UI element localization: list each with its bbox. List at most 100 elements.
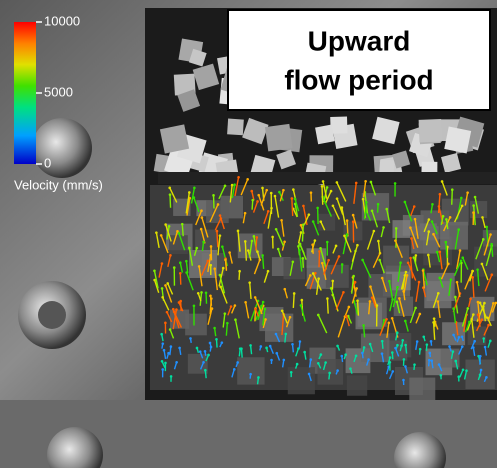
vector-head <box>197 292 200 295</box>
vector-head <box>346 219 349 222</box>
vector-head <box>364 180 367 183</box>
vector-head <box>300 231 303 234</box>
vector-head <box>409 257 412 260</box>
vector-head <box>275 352 278 355</box>
vector-head <box>394 182 397 185</box>
vector-head <box>170 345 173 348</box>
vector-head <box>189 337 192 340</box>
vector-head <box>312 272 315 275</box>
vector-head <box>436 251 439 254</box>
vector-head <box>161 262 164 265</box>
vector-head <box>355 182 358 185</box>
vector-head <box>256 250 259 253</box>
vector-head <box>342 291 345 294</box>
vector-head <box>200 291 203 294</box>
vector-head <box>308 213 311 216</box>
vector-head <box>319 247 322 250</box>
vector-head <box>301 299 304 302</box>
vector-head <box>442 215 445 218</box>
vector-head <box>163 349 166 352</box>
vector-head <box>202 241 205 244</box>
vector-head <box>238 270 241 273</box>
vector <box>293 293 294 307</box>
vector-head <box>269 345 272 348</box>
vector-head <box>219 234 222 237</box>
vector-head <box>290 371 293 374</box>
vector-head <box>221 245 224 248</box>
vector-head <box>430 340 433 343</box>
vector-head <box>179 261 182 264</box>
vector-head <box>422 269 425 272</box>
vector-head <box>193 304 196 307</box>
vector-head <box>396 331 399 334</box>
vector <box>170 347 171 356</box>
vector-head <box>431 203 434 206</box>
vector <box>252 200 253 210</box>
mesh <box>158 172 497 184</box>
cube <box>315 125 335 145</box>
vector-head <box>195 247 198 250</box>
cube <box>169 235 188 254</box>
vector-head <box>222 267 225 270</box>
vector <box>292 198 293 216</box>
vector-head <box>466 191 469 194</box>
vector-head <box>289 316 292 319</box>
vector-head <box>196 347 199 350</box>
vector-head <box>367 358 370 361</box>
vector-head <box>302 205 305 208</box>
vector-head <box>309 274 312 277</box>
vector-head <box>437 292 440 295</box>
vector-head <box>472 211 475 214</box>
vector-head <box>249 373 252 376</box>
vector-head <box>355 287 358 290</box>
vector-head <box>291 197 294 200</box>
vector-head <box>327 259 330 262</box>
vector-head <box>336 181 339 184</box>
vector-head <box>330 190 333 193</box>
vector-head <box>262 301 265 304</box>
vector-head <box>277 248 280 251</box>
vector-head <box>483 302 486 305</box>
vector-head <box>471 276 474 279</box>
cube <box>419 119 442 142</box>
vector-head <box>345 315 348 318</box>
vector-head <box>476 268 479 271</box>
vector-head <box>470 318 473 321</box>
colorbar <box>14 22 36 164</box>
vector-head <box>369 343 372 346</box>
vector-head <box>410 237 413 240</box>
vector-head <box>299 340 302 343</box>
vector-head <box>261 187 264 190</box>
vector-head <box>217 203 220 206</box>
vector-head <box>461 204 464 207</box>
vector-head <box>484 346 487 349</box>
vector-head <box>321 185 324 188</box>
vector-head <box>418 281 421 284</box>
bolt <box>32 118 92 178</box>
vector-head <box>482 238 485 241</box>
vector-head <box>427 230 430 233</box>
vector-head <box>391 351 394 354</box>
vector-head <box>449 216 452 219</box>
vector-head <box>244 212 247 215</box>
vector-head <box>275 228 278 231</box>
vector-head <box>439 193 442 196</box>
vector-head <box>248 281 251 284</box>
vector-head <box>166 311 169 314</box>
vector-head <box>402 290 405 293</box>
vector-head <box>454 296 457 299</box>
vector-head <box>385 318 388 321</box>
vector-head <box>326 297 329 300</box>
vector-head <box>428 359 431 362</box>
vector-head <box>312 220 315 223</box>
vector-head <box>343 234 346 237</box>
vector-head <box>166 282 169 285</box>
vector-head <box>219 274 222 277</box>
vector-head <box>250 190 253 193</box>
vector-head <box>354 281 357 284</box>
vector-head <box>365 201 368 204</box>
vector-head <box>233 368 236 371</box>
cube <box>368 274 392 298</box>
vector-head <box>200 209 203 212</box>
vector-head <box>460 197 463 200</box>
